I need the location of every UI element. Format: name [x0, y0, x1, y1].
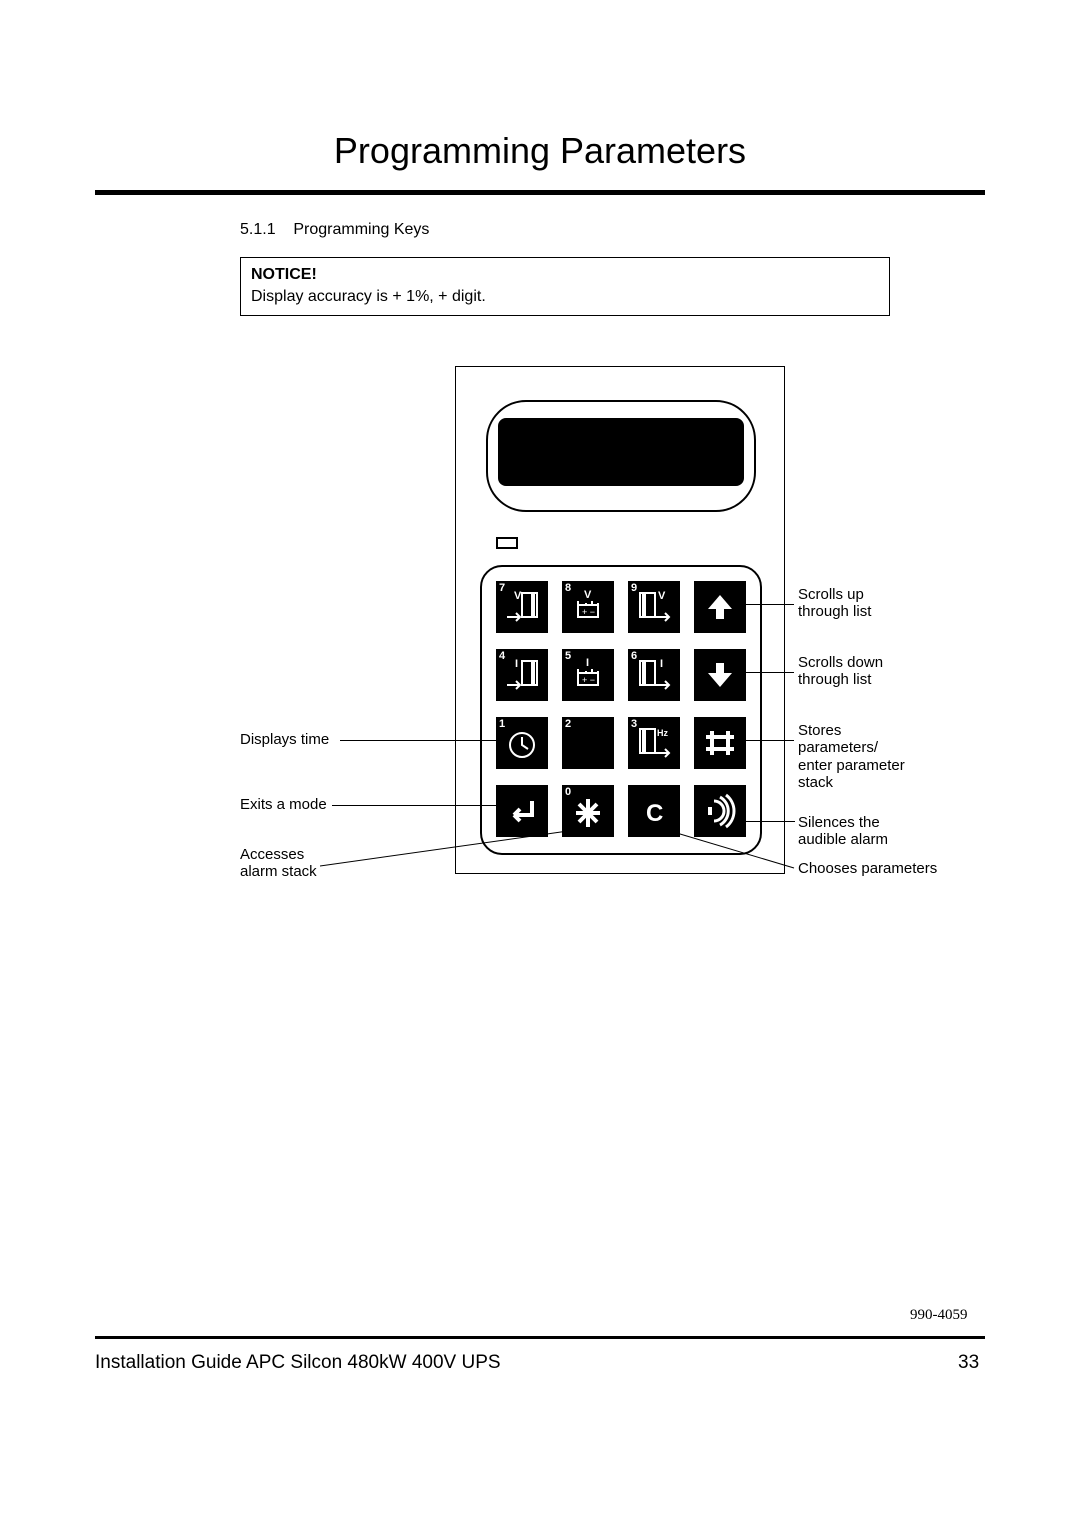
enter-icon: [502, 791, 542, 831]
tick-store: [740, 740, 748, 741]
keypad-diagram: 7 V 8 V +: [240, 366, 960, 936]
line-up: [748, 604, 794, 605]
svg-text:V: V: [584, 589, 592, 601]
notice-box: NOTICE! Display accuracy is + 1%, + digi…: [240, 257, 890, 316]
arrow-down-icon: [700, 655, 740, 695]
hash-icon: [700, 723, 740, 763]
notice-header: NOTICE!: [251, 264, 879, 286]
key-up: [694, 581, 746, 633]
indicator-rect: [496, 537, 518, 549]
tick-silence: [737, 821, 745, 822]
title-rule: [95, 190, 985, 195]
voltage-out-icon: V: [634, 587, 674, 627]
page-number: 33: [958, 1352, 979, 1374]
key-row-1: 7 V 8 V +: [496, 581, 750, 637]
key-2-num: 2: [565, 718, 571, 730]
lcd-frame: [486, 400, 756, 512]
svg-text:Hz: Hz: [657, 728, 668, 738]
svg-text:I: I: [586, 657, 589, 669]
frequency-out-icon: Hz: [634, 723, 674, 763]
key-2: 2: [562, 717, 614, 769]
footer-text: Installation Guide APC Silcon 480kW 400V…: [95, 1352, 501, 1374]
section-heading: 5.1.1 Programming Keys: [240, 221, 985, 239]
svg-text:+ −: + −: [582, 675, 595, 685]
annot-exit: Exits a mode: [240, 796, 327, 813]
lcd-screen: [498, 418, 744, 486]
line-exit: [332, 805, 490, 806]
key-down: [694, 649, 746, 701]
annot-down: Scrolls downthrough list: [798, 654, 938, 689]
key-row-3: 1 2 3 Hz: [496, 717, 750, 773]
alarm-silence-icon: [700, 791, 740, 831]
line-choose: [660, 826, 800, 876]
key-5: 5 I + −: [562, 649, 614, 701]
key-8: 8 V + −: [562, 581, 614, 633]
key-7: 7 V: [496, 581, 548, 633]
page-content: Programming Parameters 5.1.1 Programming…: [95, 130, 985, 936]
tick-down: [740, 672, 748, 673]
line-silence: [745, 821, 795, 822]
control-panel: 7 V 8 V +: [455, 366, 785, 874]
svg-text:I: I: [515, 658, 518, 670]
section-number: 5.1.1: [240, 221, 276, 238]
keypad-frame: 7 V 8 V +: [480, 565, 762, 855]
key-9: 9 V: [628, 581, 680, 633]
svg-text:C: C: [646, 800, 663, 827]
svg-text:I: I: [660, 658, 663, 670]
key-1: 1: [496, 717, 548, 769]
current-out-icon: I: [634, 655, 674, 695]
annot-choose: Chooses parameters: [798, 860, 978, 877]
arrow-up-icon: [700, 587, 740, 627]
notice-body: Display accuracy is + 1%, + digit.: [251, 286, 879, 308]
annot-alarm: Accessesalarm stack: [240, 846, 317, 881]
svg-text:V: V: [514, 590, 522, 602]
line-time: [340, 740, 490, 741]
svg-text:V: V: [658, 590, 666, 602]
tick-up: [740, 604, 748, 605]
footer-rule: [95, 1336, 985, 1339]
section-label: Programming Keys: [293, 221, 429, 238]
key-3: 3 Hz: [628, 717, 680, 769]
line-down: [748, 672, 794, 673]
line-store: [748, 740, 794, 741]
clock-icon: [502, 723, 542, 763]
key-6: 6 I: [628, 649, 680, 701]
star-icon: [568, 791, 608, 831]
annot-store: Storesparameters/enter parameterstack: [798, 722, 948, 791]
c-icon: C: [634, 791, 674, 831]
document-number: 990-4059: [910, 1307, 968, 1324]
annot-time: Displays time: [240, 731, 329, 748]
key-row-2: 4 I 5 I +: [496, 649, 750, 705]
line-alarm: [320, 826, 580, 876]
voltage-battery-icon: V + −: [568, 587, 608, 627]
current-in-icon: I: [502, 655, 542, 695]
annot-up: Scrolls upthrough list: [798, 586, 938, 621]
key-4: 4 I: [496, 649, 548, 701]
tick-time: [490, 740, 498, 741]
annot-silence: Silences theaudible alarm: [798, 814, 948, 849]
voltage-in-icon: V: [502, 587, 542, 627]
tick-exit: [490, 805, 498, 806]
key-hash: [694, 717, 746, 769]
svg-text:+ −: + −: [582, 607, 595, 617]
current-battery-icon: I + −: [568, 655, 608, 695]
page-title: Programming Parameters: [95, 130, 985, 172]
